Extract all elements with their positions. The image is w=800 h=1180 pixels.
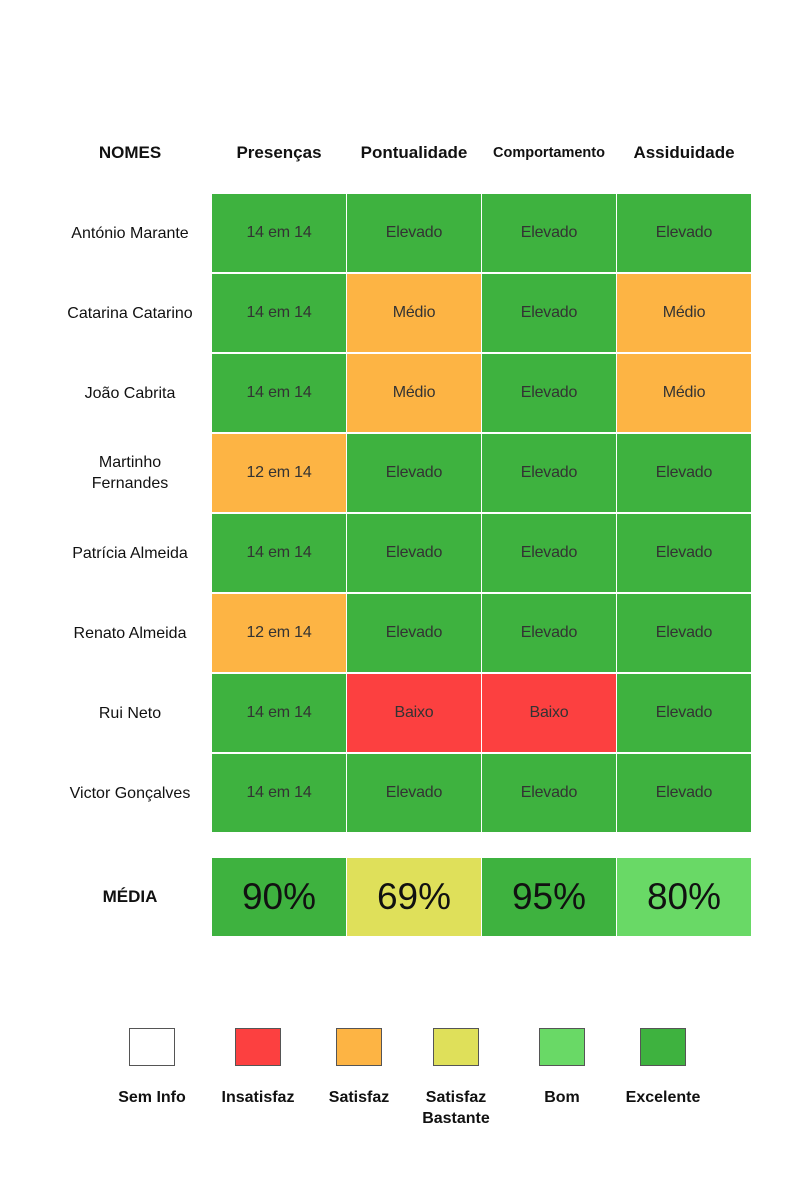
row-name: Martinho Fernandes (91, 454, 169, 492)
table-cell: 14 em 14 (212, 354, 346, 432)
table-cell: 12 em 14 (212, 594, 346, 672)
row-name: Patrícia Almeida (72, 544, 188, 562)
table-cell: Elevado (347, 594, 481, 672)
legend-label-satisfaz: Satisfaz (328, 1089, 390, 1106)
table-cell: Elevado (617, 674, 751, 752)
average-cell: 90% (212, 858, 346, 936)
average-label: MÉDIA (102, 887, 158, 906)
header-comportamento: Comportamento (493, 145, 605, 161)
table-cell: Médio (347, 274, 481, 352)
table-cell: Elevado (617, 434, 751, 512)
row-name: João Cabrita (84, 384, 176, 402)
legend-label-sem-info: Sem Info (118, 1089, 186, 1106)
row-name: António Marante (71, 224, 189, 242)
table-cell: 14 em 14 (212, 194, 346, 272)
legend-swatch-excelente (640, 1028, 686, 1066)
table-cell: Elevado (482, 274, 616, 352)
header-assiduidade: Assiduidade (633, 143, 735, 162)
legend-swatch-satisfaz-bastante (433, 1028, 479, 1066)
table-cell: Elevado (617, 194, 751, 272)
legend-label-excelente: Excelente (625, 1089, 701, 1106)
legend-label-insatisfaz: Insatisfaz (221, 1089, 295, 1106)
table-cell: Médio (617, 274, 751, 352)
table-cell: Elevado (617, 594, 751, 672)
table-cell: 12 em 14 (212, 434, 346, 512)
row-name: Rui Neto (98, 704, 162, 722)
table-cell: 14 em 14 (212, 674, 346, 752)
legend-swatch-sem-info (129, 1028, 175, 1066)
row-name: Victor Gonçalves (69, 784, 191, 802)
table-cell: Elevado (347, 194, 481, 272)
legend-swatch-satisfaz (336, 1028, 382, 1066)
table-cell: Elevado (347, 754, 481, 832)
table-cell: Médio (617, 354, 751, 432)
table-cell: 14 em 14 (212, 754, 346, 832)
table-cell: Elevado (482, 434, 616, 512)
table-cell: Elevado (482, 594, 616, 672)
header-pontualidade: Pontualidade (360, 143, 468, 162)
table-cell: Elevado (347, 434, 481, 512)
row-name: Renato Almeida (73, 624, 187, 642)
table-cell: Baixo (347, 674, 481, 752)
table-cell: Baixo (482, 674, 616, 752)
header-names: NOMES (98, 143, 162, 162)
average-cell: 95% (482, 858, 616, 936)
table-cell: Elevado (482, 754, 616, 832)
table-cell: Elevado (482, 514, 616, 592)
table-cell: Elevado (347, 514, 481, 592)
table-cell: Médio (347, 354, 481, 432)
table-cell: 14 em 14 (212, 514, 346, 592)
table-cell: Elevado (617, 754, 751, 832)
legend-swatch-insatisfaz (235, 1028, 281, 1066)
table-cell: Elevado (617, 514, 751, 592)
row-name: Catarina Catarino (67, 304, 193, 322)
table-cell: 14 em 14 (212, 274, 346, 352)
legend-swatch-bom (539, 1028, 585, 1066)
header-presencas: Presenças (236, 143, 322, 162)
legend-label-bom: Bom (544, 1089, 580, 1106)
table-cell: Elevado (482, 194, 616, 272)
average-cell: 80% (617, 858, 751, 936)
table-cell: Elevado (482, 354, 616, 432)
legend-label-satisfaz-bastante: Satisfaz Bastante (422, 1089, 490, 1127)
average-cell: 69% (347, 858, 481, 936)
